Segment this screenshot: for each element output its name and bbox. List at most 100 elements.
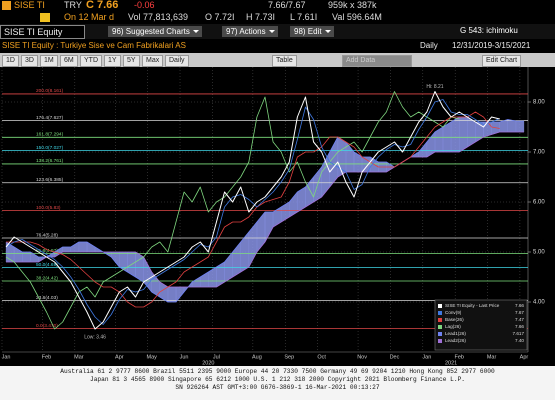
legend-value: 7.67 — [515, 310, 524, 315]
x-tick-label: Jul — [213, 354, 220, 360]
x-tick-label: Mar — [74, 354, 84, 360]
annotation: Low: 3.46 — [84, 334, 106, 340]
range-button[interactable]: 1Y — [104, 55, 121, 67]
cloud — [167, 286, 177, 303]
period: Daily — [420, 41, 438, 50]
cloud — [459, 116, 468, 153]
edit-chart[interactable]: Edit Chart — [482, 55, 522, 67]
chart: 4.00 5.00 6.00 7.00 8.00 Jan Feb Mar Apr May Jun Ju… — [1, 67, 546, 366]
legend-value: 7.47 — [515, 317, 524, 322]
change: -0.06 — [134, 0, 155, 10]
x-tick-label: Oct — [317, 354, 326, 360]
bid-ask: 7.66/7.67 — [268, 0, 306, 10]
stat: Val 596.64M — [332, 12, 382, 22]
level-label: 50.0(4.69) — [36, 262, 58, 268]
x-tick-label: Dec — [390, 354, 400, 360]
legend-swatch — [438, 311, 442, 315]
range-button[interactable]: 3D — [21, 55, 38, 67]
level-label: 38.2(4.42) — [36, 275, 58, 281]
legend-swatch — [438, 332, 442, 336]
subheader: SISE TI Equity : Turkiye Sise ve Cam Fab… — [0, 40, 555, 52]
legend-label: Lead1(26) — [445, 331, 466, 336]
range-button[interactable]: 1D — [2, 55, 19, 67]
legend-label: Lead2(26) — [445, 338, 466, 343]
x-tick-label: May — [147, 354, 158, 360]
footer-line: SN 926264 AST GMT+3:00 G676-3869-1 16-Ma… — [175, 384, 380, 391]
x-tick-label: Jan — [2, 354, 11, 360]
legend-value: 7.40 — [515, 338, 524, 343]
y-tick-label: 5.00 — [533, 250, 545, 256]
series-line — [5, 116, 524, 303]
security-box[interactable]: SISE TI Equity — [0, 25, 85, 39]
level-label: 123.6(6.385) — [36, 177, 64, 183]
x-tick-label: Nov — [357, 354, 367, 360]
range-button[interactable]: Max — [142, 55, 164, 67]
footer-line: Japan 81 3 4565 8900 Singapore 65 6212 1… — [89, 376, 466, 383]
year-label: 2020 — [202, 360, 214, 366]
x-tick-label: Feb — [42, 354, 51, 360]
table-button[interactable]: Table — [272, 55, 297, 67]
stat: On 12 Mar d — [64, 12, 115, 22]
level-label: 161.8(7.294) — [36, 132, 64, 138]
range-button[interactable]: 6M — [60, 55, 78, 67]
toolbar: SISE TI Equity G 543: ichimoku 96) Sugge… — [0, 24, 555, 39]
date-range: 12/31/2019-3/15/2021 — [452, 41, 531, 50]
level-label: 0.0(3.470) — [36, 323, 58, 329]
y-tick-label: 8.00 — [533, 100, 545, 106]
footer-line: Australia 61 2 9777 8600 Brazil 5511 239… — [60, 368, 495, 375]
icon — [2, 1, 11, 10]
y-tick-label: 7.00 — [533, 150, 545, 156]
x-tick-label: Apr — [115, 354, 124, 360]
level-label: 23.6(4.03) — [36, 295, 58, 301]
icon — [40, 13, 50, 22]
stat: H 7.73I — [246, 12, 276, 22]
y-tick-label: 4.00 — [533, 300, 545, 306]
legend-value: 7.66 — [515, 303, 524, 308]
legend-swatch — [438, 304, 442, 308]
annotation: Hi: 8.21 — [426, 84, 443, 90]
year-label: 2021 — [445, 360, 457, 366]
button-row: Table Add Data Edit Chart 1D 3D 1M 6M YTD 1Y 5… — [0, 53, 555, 67]
menu-button[interactable]: 98) Edit — [290, 26, 334, 37]
legend-label: SISE TI Equity - Last Price — [445, 303, 500, 308]
ticker: SISE TI — [14, 0, 45, 10]
legend-label: Conv(9) — [445, 310, 462, 315]
add-data[interactable]: Add Data — [342, 55, 412, 67]
stat: L 7.61I — [290, 12, 318, 22]
legend-value: 7.66 — [515, 324, 524, 329]
stat: Vol 77,813,639 — [128, 12, 189, 22]
range-button[interactable]: Daily — [165, 55, 189, 67]
cloud — [62, 246, 71, 253]
level-label: 200.0(8.161) — [36, 88, 64, 94]
level-label: 176.4(7.627) — [36, 115, 64, 121]
legend-swatch — [438, 318, 442, 322]
menu-button[interactable]: 97) Actions — [222, 26, 278, 37]
y-tick-label: 6.00 — [533, 200, 545, 206]
stats-row: On 12 Mar d Vol 77,813,639 O 7.72I H 7.73I L… — [0, 12, 555, 24]
series-line — [5, 91, 500, 330]
x-tick-label: Feb — [454, 354, 463, 360]
cloud — [450, 116, 460, 153]
level-label: 100.0(5.83) — [36, 205, 61, 211]
range-button[interactable]: 5Y — [123, 55, 140, 67]
cloud — [78, 241, 88, 253]
menu-button[interactable]: 96) Suggested Charts — [108, 26, 202, 37]
level-label: 76.4(5.28) — [36, 232, 58, 238]
x-tick-label: Aug — [252, 354, 262, 360]
level-label: 61.8(4.97) — [36, 248, 58, 254]
x-tick-label: Jun — [180, 354, 189, 360]
legend-label: Lag(26) — [445, 324, 461, 329]
description: SISE TI Equity : Turkiye Sise ve Cam Fab… — [2, 41, 186, 50]
chart-id: G 543: ichimoku — [460, 26, 518, 35]
range-button[interactable]: 1M — [40, 55, 58, 67]
legend-swatch — [438, 339, 442, 343]
range-button[interactable]: YTD — [80, 55, 102, 67]
cloud — [515, 120, 525, 133]
legend-value: 7.617 — [513, 331, 525, 336]
series-line — [6, 131, 524, 288]
series-line — [5, 91, 460, 330]
stat: O 7.72I — [205, 12, 235, 22]
cloud — [507, 119, 517, 133]
size: 959k x 387k — [328, 0, 377, 10]
